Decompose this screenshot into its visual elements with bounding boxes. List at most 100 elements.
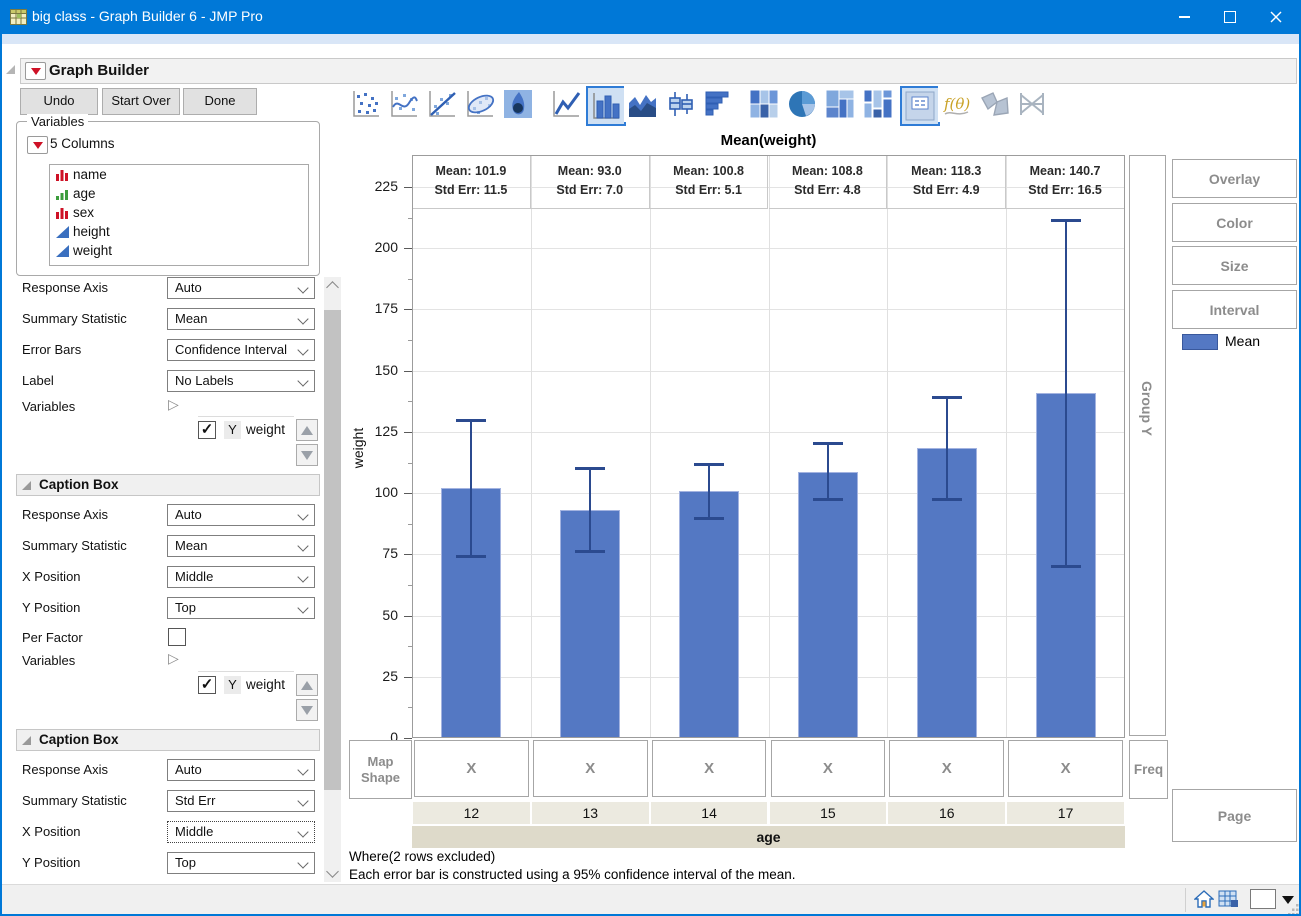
x-tick-label[interactable]: 15 bbox=[769, 802, 887, 824]
color-drop-zone[interactable]: Color bbox=[1172, 203, 1297, 242]
scatter-element-icon[interactable] bbox=[348, 86, 384, 122]
caption-box-element-icon[interactable] bbox=[900, 86, 940, 126]
home-icon[interactable] bbox=[1193, 890, 1215, 914]
scroll-up-icon[interactable] bbox=[326, 281, 339, 294]
formula-element-icon[interactable]: f(θ) bbox=[938, 86, 974, 122]
caption-box-section-header-1[interactable]: Caption Box bbox=[16, 474, 320, 496]
scrollbar-thumb[interactable] bbox=[324, 310, 341, 790]
undo-button[interactable]: Undo bbox=[20, 88, 98, 115]
y-variable-checkbox[interactable]: ✓ bbox=[198, 421, 216, 439]
group-y-drop-zone[interactable]: Group Y bbox=[1129, 155, 1166, 736]
x-tick-label[interactable]: 13 bbox=[531, 802, 649, 824]
caption-box-section-header-2[interactable]: Caption Box bbox=[16, 729, 320, 751]
per-factor-checkbox[interactable] bbox=[168, 628, 186, 646]
maximize-button[interactable] bbox=[1207, 0, 1253, 34]
x-tick-label[interactable]: 16 bbox=[888, 802, 1006, 824]
x-drop-zone[interactable]: X bbox=[889, 740, 1005, 797]
variables-disclosure-icon[interactable]: ▷ bbox=[168, 650, 179, 666]
x-drop-zone[interactable]: X bbox=[1008, 740, 1123, 797]
close-button[interactable] bbox=[1253, 0, 1299, 34]
map-shape-drop-zone[interactable]: Map Shape bbox=[349, 740, 412, 799]
summary-statistic-select[interactable]: Std Err bbox=[167, 790, 315, 812]
y-tick-label[interactable]: 150 bbox=[374, 361, 398, 378]
y-tick-label[interactable]: 50 bbox=[382, 606, 398, 623]
y-position-select[interactable]: Top bbox=[167, 852, 315, 874]
move-up-button[interactable] bbox=[296, 419, 318, 441]
left-panel-scrollbar[interactable] bbox=[324, 277, 341, 882]
section-collapse-icon[interactable] bbox=[22, 736, 31, 745]
map-shape-element-icon[interactable] bbox=[976, 86, 1012, 122]
data-table-icon[interactable] bbox=[1218, 890, 1239, 913]
bar[interactable] bbox=[679, 491, 740, 738]
x-tick-label[interactable]: 17 bbox=[1007, 802, 1124, 824]
y-tick-label[interactable]: 200 bbox=[374, 239, 398, 256]
columns-red-triangle-button[interactable] bbox=[27, 136, 48, 154]
overlay-drop-zone[interactable]: Overlay bbox=[1172, 159, 1297, 198]
y-tick-label[interactable]: 225 bbox=[374, 178, 398, 194]
variable-height[interactable]: height bbox=[50, 222, 308, 241]
move-down-button[interactable] bbox=[296, 444, 318, 466]
x-tick-label[interactable]: 12 bbox=[413, 802, 530, 824]
response-axis-select[interactable]: Auto bbox=[167, 759, 315, 781]
chevron-down-icon bbox=[297, 826, 309, 838]
scroll-down-icon[interactable] bbox=[326, 865, 339, 878]
y-tick-label[interactable]: 75 bbox=[382, 545, 398, 562]
bar[interactable] bbox=[797, 471, 858, 738]
x-tick-label[interactable]: 14 bbox=[650, 802, 768, 824]
resize-grip[interactable] bbox=[1288, 903, 1299, 914]
done-button[interactable]: Done bbox=[183, 88, 257, 115]
y-tick-label[interactable]: 25 bbox=[382, 667, 398, 684]
freq-drop-zone[interactable]: Freq bbox=[1129, 740, 1168, 799]
x-drop-zone[interactable]: X bbox=[651, 740, 767, 797]
swatch-dropdown-icon[interactable] bbox=[1282, 896, 1294, 904]
red-triangle-menu-button[interactable] bbox=[25, 62, 46, 80]
response-axis-select[interactable]: Auto bbox=[167, 504, 315, 526]
move-up-button[interactable] bbox=[296, 674, 318, 696]
variable-name[interactable]: name bbox=[50, 165, 308, 184]
y-tick-label[interactable]: 0 bbox=[390, 729, 398, 745]
error-bars-select[interactable]: Confidence Interval bbox=[167, 339, 315, 361]
page-drop-zone[interactable]: Page bbox=[1172, 789, 1297, 842]
x-drop-zone[interactable]: X bbox=[532, 740, 648, 797]
y-tick-label[interactable]: 175 bbox=[374, 300, 398, 317]
y-tick-label[interactable]: 125 bbox=[374, 422, 398, 439]
size-drop-zone[interactable]: Size bbox=[1172, 246, 1297, 285]
x-position-select[interactable]: Middle bbox=[167, 821, 315, 843]
variable-weight[interactable]: weight bbox=[50, 241, 308, 260]
y-variable-checkbox[interactable]: ✓ bbox=[198, 676, 216, 694]
treemap-element-icon[interactable] bbox=[822, 86, 858, 122]
x-drop-zone[interactable]: X bbox=[770, 740, 886, 797]
y-position-select[interactable]: Top bbox=[167, 597, 315, 619]
section-collapse-icon[interactable] bbox=[22, 481, 31, 490]
smoother-element-icon[interactable] bbox=[386, 86, 422, 122]
contour-element-icon[interactable] bbox=[500, 86, 536, 122]
color-swatch[interactable] bbox=[1250, 889, 1276, 909]
interval-drop-zone[interactable]: Interval bbox=[1172, 290, 1297, 329]
response-axis-select[interactable]: Auto bbox=[167, 277, 315, 299]
mosaic-element-icon[interactable] bbox=[860, 86, 896, 122]
parallel-element-icon[interactable] bbox=[1014, 86, 1050, 122]
area-element-icon[interactable] bbox=[624, 86, 660, 122]
minimize-button[interactable] bbox=[1161, 0, 1207, 34]
start-over-button[interactable]: Start Over bbox=[102, 88, 180, 115]
variable-sex[interactable]: sex bbox=[50, 203, 308, 222]
summary-statistic-select[interactable]: Mean bbox=[167, 535, 315, 557]
y-tick-label[interactable]: 100 bbox=[374, 484, 398, 501]
variable-age[interactable]: age bbox=[50, 184, 308, 203]
x-drop-zone[interactable]: X bbox=[414, 740, 529, 797]
heatmap-element-icon[interactable] bbox=[746, 86, 782, 122]
histogram-element-icon[interactable] bbox=[700, 86, 736, 122]
ellipse-element-icon[interactable] bbox=[462, 86, 498, 122]
x-position-select[interactable]: Middle bbox=[167, 566, 315, 588]
summary-statistic-select[interactable]: Mean bbox=[167, 308, 315, 330]
line-of-fit-element-icon[interactable] bbox=[424, 86, 460, 122]
pie-element-icon[interactable] bbox=[784, 86, 820, 122]
variables-disclosure-icon[interactable]: ▷ bbox=[168, 396, 179, 412]
move-down-button[interactable] bbox=[296, 699, 318, 721]
bar-element-icon[interactable] bbox=[586, 86, 626, 126]
line-element-icon[interactable] bbox=[548, 86, 584, 122]
label-select[interactable]: No Labels bbox=[167, 370, 315, 392]
outline-collapse-icon[interactable] bbox=[6, 65, 15, 74]
x-axis-label[interactable]: age bbox=[412, 826, 1125, 848]
box-plot-element-icon[interactable] bbox=[662, 86, 698, 122]
